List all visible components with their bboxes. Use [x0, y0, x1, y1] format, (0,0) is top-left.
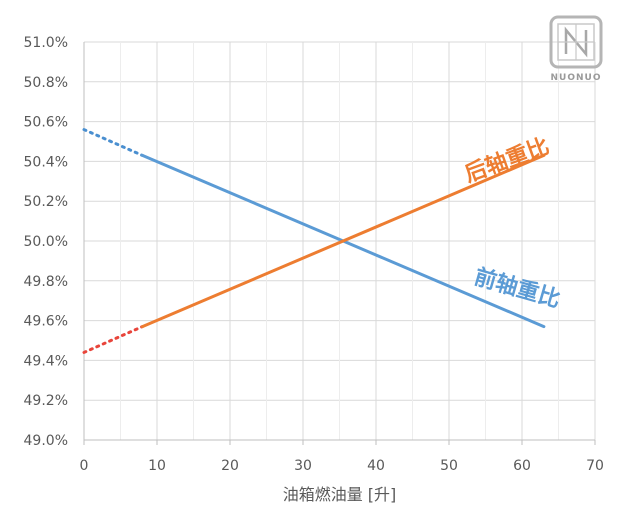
y-tick-label: 50.4% — [24, 154, 68, 170]
y-tick-label: 49.4% — [24, 353, 68, 369]
x-tick-label: 10 — [148, 458, 166, 474]
x-tick-label: 30 — [294, 458, 312, 474]
x-tick-label: 70 — [586, 458, 604, 474]
y-tick-label: 50.6% — [24, 115, 68, 131]
x-tick-label: 20 — [221, 458, 239, 474]
nuonuo-logo: NUONUO — [549, 15, 603, 83]
y-tick-label: 49.8% — [24, 274, 68, 290]
y-tick-label: 50.2% — [24, 194, 68, 210]
x-tick-label: 50 — [440, 458, 458, 474]
series-front-dotted-line — [82, 128, 144, 157]
x-tick-label: 0 — [80, 458, 89, 474]
series-rear-dotted-line — [82, 325, 144, 354]
x-axis-title: 油箱燃油量 [升] — [283, 485, 397, 504]
series-lines — [82, 128, 546, 354]
x-tick-label: 40 — [367, 458, 385, 474]
y-tick-label: 49.6% — [24, 314, 68, 330]
series-labels: 前轴重比 后轴重比 — [461, 133, 563, 313]
series-label-rear: 后轴重比 — [461, 133, 553, 188]
y-tick-label: 51.0% — [24, 35, 68, 51]
y-tick-label: 50.0% — [24, 234, 68, 250]
logo-text: NUONUO — [551, 73, 602, 83]
series-rear-line — [140, 153, 546, 329]
x-tick-label: 60 — [513, 458, 531, 474]
axes: 49.0% 49.2% 49.4% 49.6% 49.8% 50.0% 50.2% 50.4%… — [24, 35, 604, 474]
y-tick-label: 50.8% — [24, 75, 68, 91]
y-tick-label: 49.0% — [24, 433, 68, 449]
logo-frame — [549, 15, 603, 69]
y-tick-label: 49.2% — [24, 393, 68, 409]
